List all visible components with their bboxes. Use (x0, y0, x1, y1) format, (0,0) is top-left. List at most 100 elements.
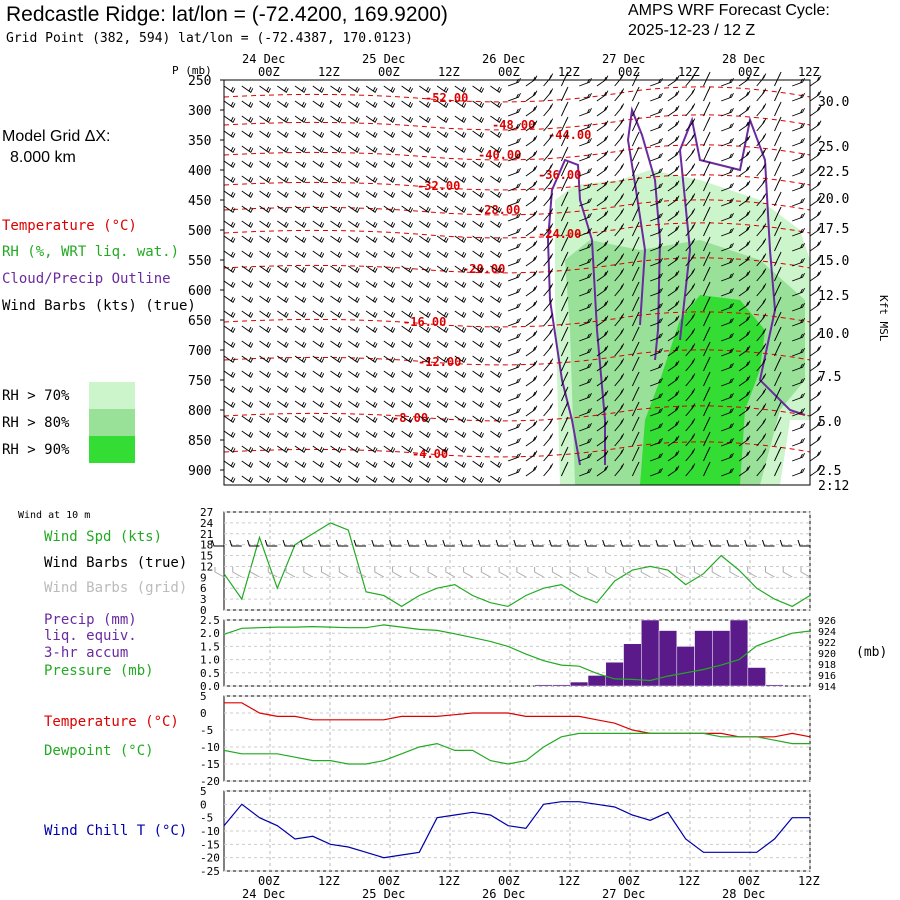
wind-barb (614, 403, 625, 417)
wind-barb (596, 300, 609, 312)
wind-barb (312, 235, 325, 243)
wind-barb (507, 347, 521, 357)
wind-barb (472, 205, 485, 213)
wind-barb (667, 390, 680, 402)
surface-barb-true (229, 539, 242, 547)
wind-barb (756, 418, 767, 432)
wind-barb (348, 220, 360, 228)
wind-barb (259, 400, 271, 408)
surface-barb-grid (214, 567, 225, 578)
wind-panel-frame (223, 511, 811, 611)
wind-barb (241, 355, 254, 363)
wind-barb (525, 405, 538, 417)
wind-barb (241, 475, 254, 483)
wind-barb (365, 85, 378, 93)
wind-barb (330, 250, 343, 258)
wind-barb (401, 250, 414, 258)
wind-barb (650, 287, 663, 297)
wind-barb (223, 220, 236, 228)
wind-barb (614, 388, 625, 402)
wind-barb (223, 115, 236, 123)
wind-barb (667, 330, 680, 342)
wind-speed-tick-label: 0 (200, 604, 207, 617)
temp-tick-label: -10 (200, 741, 220, 754)
precip-tick-label: 2.5 (200, 614, 220, 627)
cloud-outline-mid (626, 106, 662, 361)
wind-barb (774, 326, 782, 342)
wind-barb (792, 107, 806, 117)
wind-barb (774, 116, 782, 132)
wind-barb (650, 137, 663, 147)
wind-barb (294, 340, 307, 348)
surface-barb-grid (303, 567, 314, 578)
wind-barb (721, 362, 734, 372)
precip-tick-label: 0.0 (200, 680, 220, 693)
wind-barb (277, 115, 289, 123)
top-hour-label: 12Z (318, 65, 340, 79)
wind-barb (792, 257, 806, 267)
wind-barb (419, 190, 431, 198)
wind-barb (490, 415, 502, 423)
pressure-tick-label: 300 (188, 104, 211, 119)
surface-barb-grid (374, 567, 385, 578)
wind-barb (294, 445, 307, 453)
wind-barb (543, 253, 554, 267)
wind-barb (774, 236, 782, 252)
legend-windchill: Wind Chill T (°C) (44, 823, 188, 839)
temperature-contour (223, 222, 811, 239)
wind-barb (703, 206, 711, 222)
wind-barb (490, 370, 502, 378)
precip-bar (765, 684, 784, 687)
wind-barb (774, 461, 782, 477)
pressure-tick-label: 800 (188, 404, 211, 419)
wind-barb (703, 446, 711, 462)
wind-barb (614, 298, 625, 312)
wind-barb (792, 197, 806, 207)
wind-barb (738, 315, 751, 327)
temperature-contour-label: -4.00 (412, 447, 448, 461)
kft-tick-label: 7.5 (818, 370, 841, 385)
wind-barb (277, 370, 289, 378)
wind-barb (490, 85, 502, 93)
wind-barb (330, 430, 343, 438)
wind-barb (703, 146, 711, 162)
wind-barb (507, 167, 521, 177)
wind-barb (294, 160, 307, 168)
wind-barb (703, 221, 711, 237)
wind-barb (277, 175, 289, 183)
wind-barb (756, 433, 767, 447)
wind-barb (774, 446, 782, 462)
top-hour-label: 12Z (438, 65, 460, 79)
wind-barb (667, 405, 680, 417)
wind-barb (543, 403, 554, 417)
wind-barb (560, 86, 569, 102)
wind-barb (312, 100, 325, 108)
wind-barb (579, 227, 592, 237)
wind-barb (259, 130, 271, 138)
wind-barb (241, 430, 254, 438)
wind-barb (579, 392, 592, 402)
wind-barb (774, 206, 782, 222)
wind-barb (277, 250, 289, 258)
wind-barb (525, 450, 538, 462)
wind-barb (472, 160, 485, 168)
wind-barb (721, 257, 734, 267)
wind-barb (525, 165, 538, 177)
wind-barb (490, 235, 502, 243)
legend-rh: RH (%, WRT liq. wat.) (2, 244, 180, 260)
wind-barb (277, 310, 289, 318)
wind-barb (631, 401, 640, 417)
wind-barb (614, 253, 625, 267)
wind-barb (543, 178, 554, 192)
wind-barb (507, 422, 521, 432)
wind-barb (596, 180, 609, 192)
surface-barb-grid (729, 567, 740, 578)
wind-barb (774, 161, 782, 177)
wind-barb (596, 225, 609, 237)
precip-bar (641, 619, 660, 687)
windchill-tick-label: -25 (200, 865, 220, 878)
wind-barb (685, 448, 696, 462)
wind-barb (419, 85, 431, 93)
wind-barb (579, 347, 592, 357)
temperature-contour-label: -36.00 (538, 168, 581, 182)
